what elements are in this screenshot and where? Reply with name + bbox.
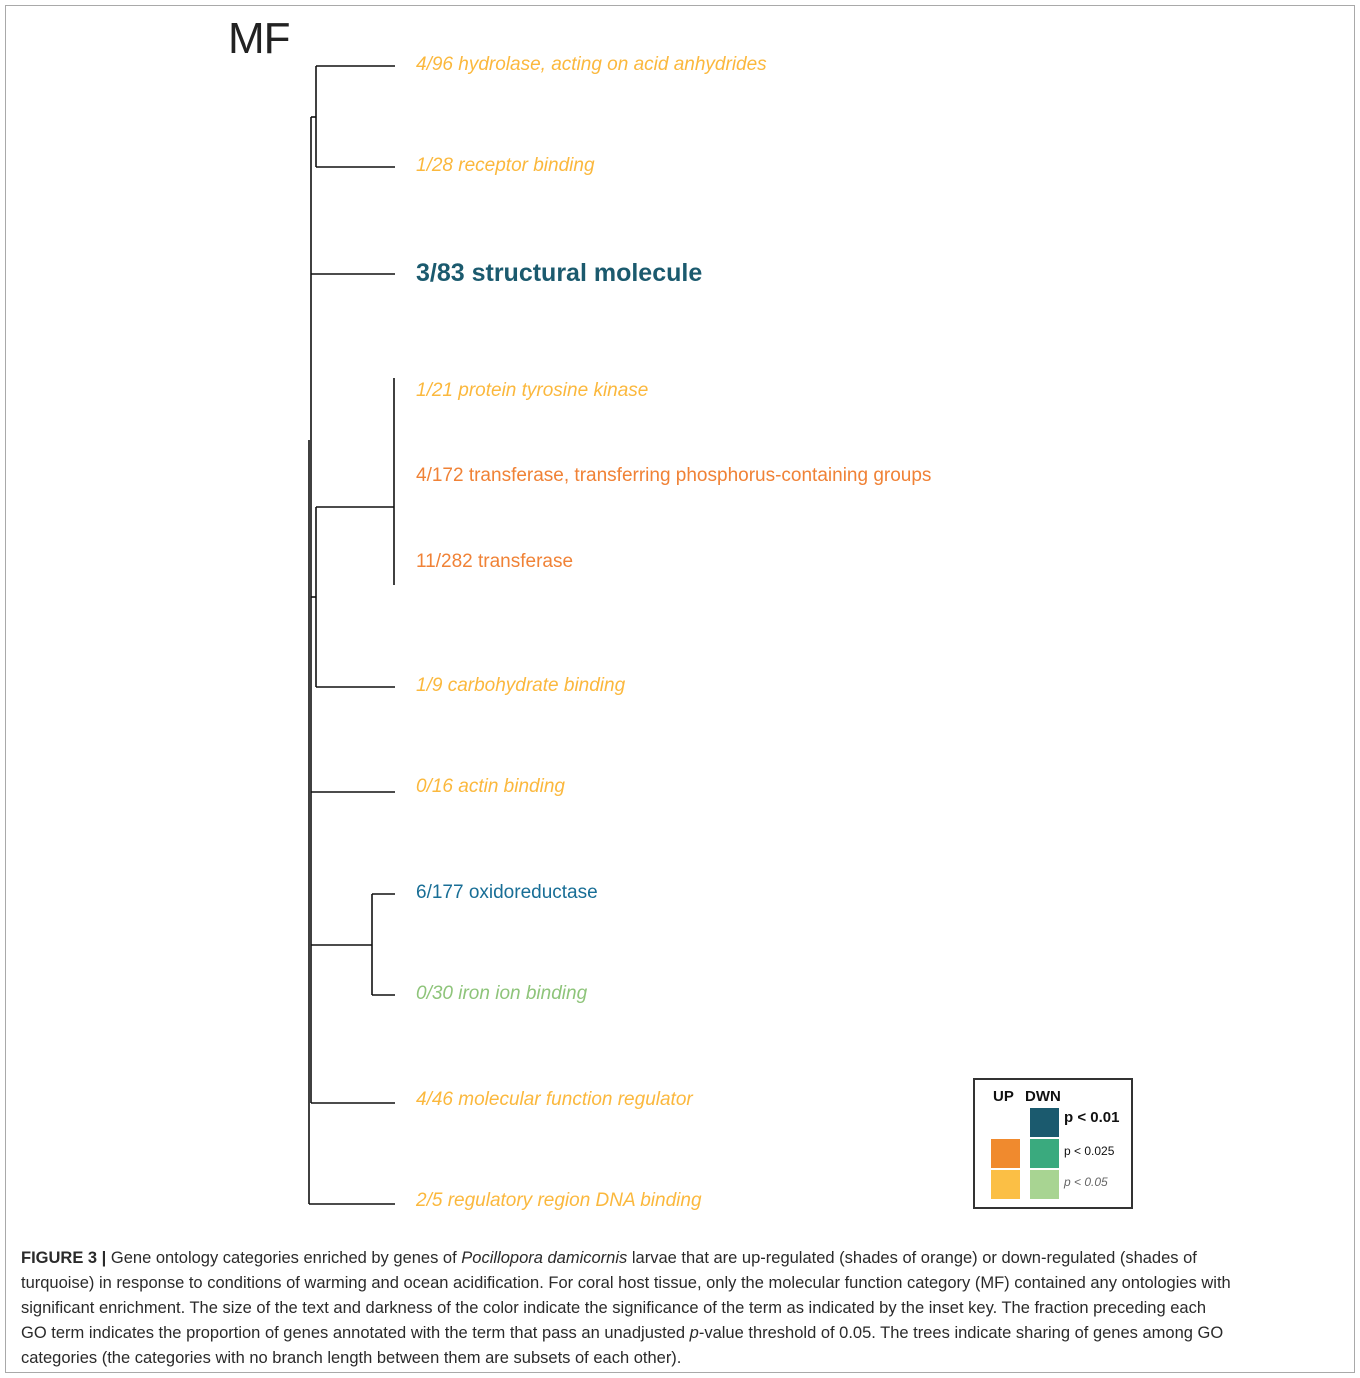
caption-text: larvae that are up-regulated (shades of … xyxy=(627,1249,1197,1267)
caption-species: Pocillopora damicornis xyxy=(461,1249,628,1267)
figure-frame xyxy=(5,5,1355,1373)
caption-text: -value threshold of 0.05. The trees indi… xyxy=(698,1324,1224,1342)
caption-line-2: turquoise) in response to conditions of … xyxy=(21,1274,1231,1292)
legend-swatch-down-p05 xyxy=(1030,1170,1059,1199)
go-term-label: 0/30 iron ion binding xyxy=(416,983,588,1004)
go-term-label: 4/96 hydrolase, acting on acid anhydride… xyxy=(416,54,767,75)
caption-p-symbol: p xyxy=(689,1324,699,1342)
caption-line-1: FIGURE 3 | Gene ontology categories enri… xyxy=(21,1246,1346,1271)
legend-swatch-up-p025 xyxy=(991,1139,1020,1168)
go-term-label: 11/282 transferase xyxy=(416,551,574,572)
legend-label-p01: p < 0.01 xyxy=(1064,1109,1120,1126)
go-term-label: 6/177 oxidoreductase xyxy=(416,882,598,903)
go-term-label: 1/28 receptor binding xyxy=(416,155,595,176)
caption-line-5: categories (the categories with no branc… xyxy=(21,1349,682,1367)
legend-swatch-up-p05 xyxy=(991,1170,1020,1199)
go-term-label: 3/83 structural molecule xyxy=(416,259,703,287)
go-term-label: 1/9 carbohydrate binding xyxy=(416,675,626,696)
caption-text: Gene ontology categories enriched by gen… xyxy=(106,1249,462,1267)
significance-legend: UP DWN p < 0.01 p < 0.025 p < 0.05 xyxy=(973,1078,1133,1209)
caption-figure-label: FIGURE 3 | xyxy=(21,1249,107,1267)
legend-swatch-down-p01 xyxy=(1030,1108,1059,1137)
legend-label-p05: p < 0.05 xyxy=(1064,1175,1108,1189)
caption-line-4: GO term indicates the proportion of gene… xyxy=(21,1321,1346,1346)
legend-down-header: DWN xyxy=(1025,1088,1061,1105)
dendrogram xyxy=(308,65,395,1205)
go-term-label: 0/16 actin binding xyxy=(416,776,565,797)
go-term-label: 4/46 molecular function regulator xyxy=(416,1089,693,1110)
go-term-label: 4/172 transferase, transferring phosphor… xyxy=(416,465,932,486)
legend-label-p025: p < 0.025 xyxy=(1064,1144,1115,1158)
legend-up-header: UP xyxy=(993,1088,1014,1105)
panel-label: MF xyxy=(228,14,291,63)
figure-caption: FIGURE 3 | Gene ontology categories enri… xyxy=(21,1246,1346,1371)
caption-line-3: significant enrichment. The size of the … xyxy=(21,1299,1207,1317)
go-term-label: 2/5 regulatory region DNA binding xyxy=(416,1190,702,1211)
go-term-label: 1/21 protein tyrosine kinase xyxy=(416,380,649,401)
caption-text: GO term indicates the proportion of gene… xyxy=(21,1324,690,1342)
legend-swatch-down-p025 xyxy=(1030,1139,1059,1168)
